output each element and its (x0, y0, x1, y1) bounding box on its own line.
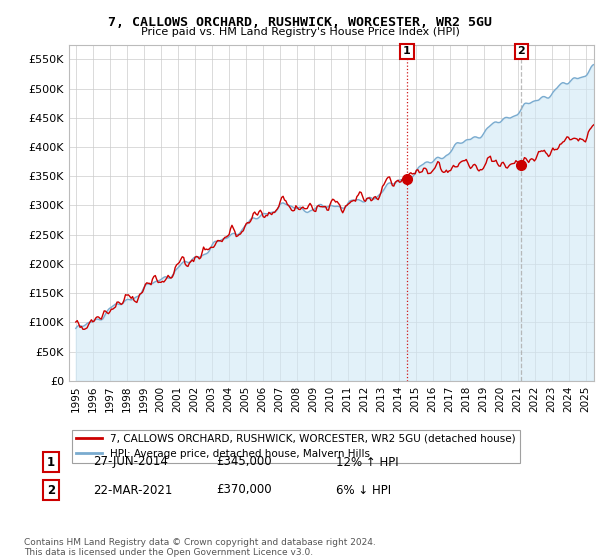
Legend: 7, CALLOWS ORCHARD, RUSHWICK, WORCESTER, WR2 5GU (detached house), HPI: Average : 7, CALLOWS ORCHARD, RUSHWICK, WORCESTER,… (71, 430, 520, 463)
Text: 1: 1 (403, 46, 411, 57)
Text: £345,000: £345,000 (216, 455, 272, 469)
Text: 22-MAR-2021: 22-MAR-2021 (93, 483, 172, 497)
Text: 6% ↓ HPI: 6% ↓ HPI (336, 483, 391, 497)
Text: 27-JUN-2014: 27-JUN-2014 (93, 455, 168, 469)
Text: 1: 1 (47, 455, 55, 469)
Text: 2: 2 (517, 46, 525, 57)
Text: £370,000: £370,000 (216, 483, 272, 497)
Text: 7, CALLOWS ORCHARD, RUSHWICK, WORCESTER, WR2 5GU: 7, CALLOWS ORCHARD, RUSHWICK, WORCESTER,… (108, 16, 492, 29)
Text: 12% ↑ HPI: 12% ↑ HPI (336, 455, 398, 469)
Text: Price paid vs. HM Land Registry's House Price Index (HPI): Price paid vs. HM Land Registry's House … (140, 27, 460, 37)
Text: 2: 2 (47, 483, 55, 497)
Text: Contains HM Land Registry data © Crown copyright and database right 2024.
This d: Contains HM Land Registry data © Crown c… (24, 538, 376, 557)
